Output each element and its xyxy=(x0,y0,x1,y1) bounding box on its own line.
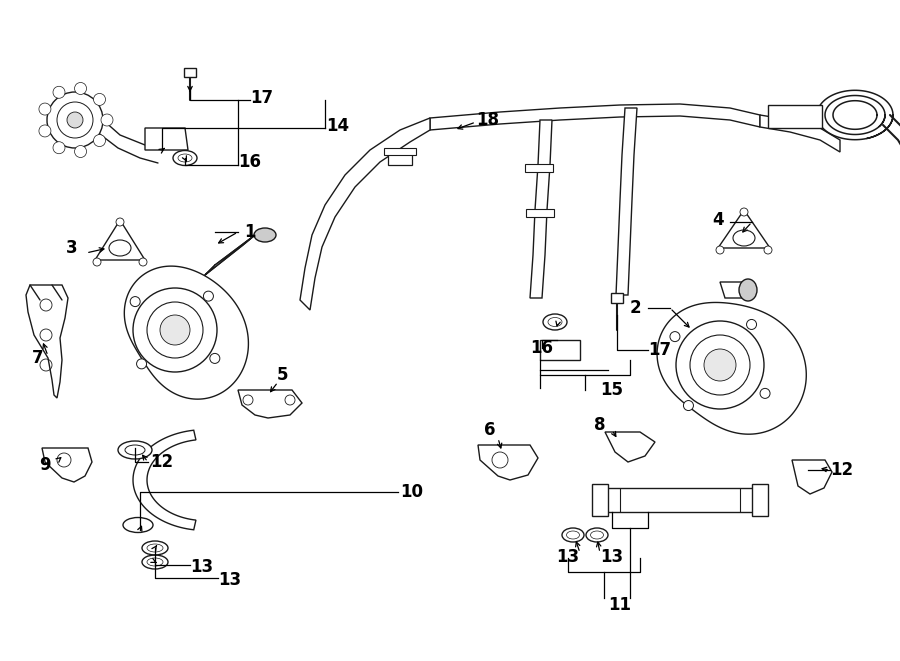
Text: 17: 17 xyxy=(648,341,671,359)
Text: 9: 9 xyxy=(40,456,50,474)
Text: 6: 6 xyxy=(484,421,496,439)
Circle shape xyxy=(139,258,147,266)
Text: 11: 11 xyxy=(608,596,632,614)
Text: 13: 13 xyxy=(600,548,624,566)
Polygon shape xyxy=(718,210,770,248)
Polygon shape xyxy=(657,303,806,434)
Circle shape xyxy=(740,208,748,216)
Circle shape xyxy=(683,401,694,410)
Circle shape xyxy=(746,319,757,329)
Text: 5: 5 xyxy=(276,366,288,384)
Polygon shape xyxy=(760,115,840,152)
Text: 15: 15 xyxy=(600,381,624,399)
Text: 18: 18 xyxy=(476,111,500,129)
Circle shape xyxy=(133,288,217,372)
Polygon shape xyxy=(95,220,145,260)
Circle shape xyxy=(704,349,736,381)
Circle shape xyxy=(94,135,105,147)
Text: 8: 8 xyxy=(594,416,606,434)
Circle shape xyxy=(67,112,83,128)
Circle shape xyxy=(93,258,101,266)
Polygon shape xyxy=(42,448,92,482)
Text: 2: 2 xyxy=(629,299,641,317)
Circle shape xyxy=(53,141,65,154)
Polygon shape xyxy=(605,432,655,462)
Circle shape xyxy=(690,335,750,395)
Polygon shape xyxy=(752,484,768,516)
Polygon shape xyxy=(145,128,188,150)
Polygon shape xyxy=(526,209,554,217)
Circle shape xyxy=(203,291,213,301)
Polygon shape xyxy=(540,340,580,360)
Ellipse shape xyxy=(118,441,152,459)
Polygon shape xyxy=(616,108,637,295)
Circle shape xyxy=(137,359,147,369)
Ellipse shape xyxy=(739,279,757,301)
Text: 12: 12 xyxy=(150,453,174,471)
Polygon shape xyxy=(792,460,832,494)
Text: 16: 16 xyxy=(238,153,262,171)
Polygon shape xyxy=(384,148,416,155)
Circle shape xyxy=(670,332,680,342)
Circle shape xyxy=(716,246,724,254)
Circle shape xyxy=(47,92,103,148)
Text: 7: 7 xyxy=(32,349,44,367)
Polygon shape xyxy=(720,282,748,298)
Text: 16: 16 xyxy=(530,339,554,357)
Circle shape xyxy=(75,145,86,157)
Polygon shape xyxy=(300,118,430,310)
Polygon shape xyxy=(611,293,623,303)
Polygon shape xyxy=(388,153,412,165)
Text: 1: 1 xyxy=(244,223,256,241)
Polygon shape xyxy=(430,104,760,130)
Circle shape xyxy=(147,302,203,358)
Polygon shape xyxy=(525,164,553,172)
Circle shape xyxy=(39,125,51,137)
Text: 13: 13 xyxy=(556,548,580,566)
Circle shape xyxy=(210,354,220,364)
Polygon shape xyxy=(184,68,196,77)
Polygon shape xyxy=(478,445,538,480)
Circle shape xyxy=(760,389,770,399)
Ellipse shape xyxy=(123,518,153,533)
Circle shape xyxy=(94,93,105,106)
Circle shape xyxy=(160,315,190,345)
Circle shape xyxy=(764,246,772,254)
Polygon shape xyxy=(592,484,608,516)
Polygon shape xyxy=(26,285,68,398)
Text: 4: 4 xyxy=(712,211,724,229)
Text: 13: 13 xyxy=(219,571,241,589)
Text: 13: 13 xyxy=(191,558,213,576)
Circle shape xyxy=(676,321,764,409)
Circle shape xyxy=(39,103,51,115)
Polygon shape xyxy=(124,266,248,399)
Polygon shape xyxy=(133,430,196,529)
Circle shape xyxy=(75,83,86,95)
Circle shape xyxy=(101,114,113,126)
Circle shape xyxy=(116,218,124,226)
Text: 17: 17 xyxy=(250,89,274,107)
Text: 12: 12 xyxy=(831,461,853,479)
Text: 14: 14 xyxy=(327,117,349,135)
Polygon shape xyxy=(530,120,552,298)
Polygon shape xyxy=(238,390,302,418)
Text: 10: 10 xyxy=(400,483,424,501)
Text: 3: 3 xyxy=(67,239,77,257)
Polygon shape xyxy=(600,488,760,512)
Circle shape xyxy=(130,297,140,307)
Polygon shape xyxy=(205,235,255,275)
Ellipse shape xyxy=(254,228,276,242)
Circle shape xyxy=(53,87,65,98)
Polygon shape xyxy=(768,105,822,128)
